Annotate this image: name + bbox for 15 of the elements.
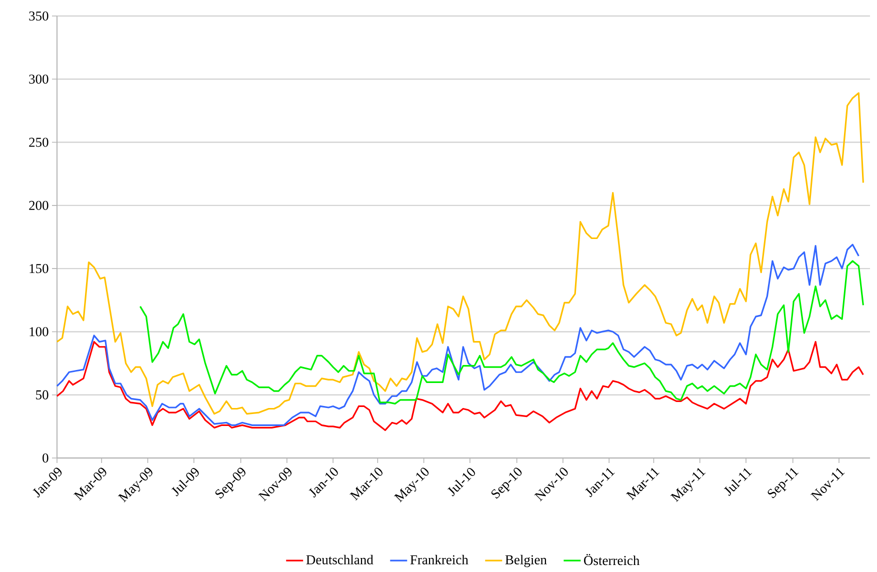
line-series <box>139 260 864 404</box>
line-series <box>56 341 864 432</box>
y-tick-label: 50 <box>36 390 48 400</box>
legend-label: Frankreich <box>410 554 468 564</box>
y-tick-label: 300 <box>29 74 48 84</box>
line-series <box>56 92 864 415</box>
y-tick-label: 350 <box>29 11 48 21</box>
legend-label: Belgien <box>505 554 547 568</box>
legend-label: Deutschland <box>306 554 374 564</box>
y-tick-label: 100 <box>30 327 48 336</box>
legend-label: Österreich <box>584 554 640 566</box>
y-tick-label: 0 <box>42 453 48 463</box>
y-tick-label: 150 <box>30 264 48 274</box>
y-tick-label: 250 <box>29 138 48 147</box>
y-tick-label: 200 <box>29 200 48 210</box>
